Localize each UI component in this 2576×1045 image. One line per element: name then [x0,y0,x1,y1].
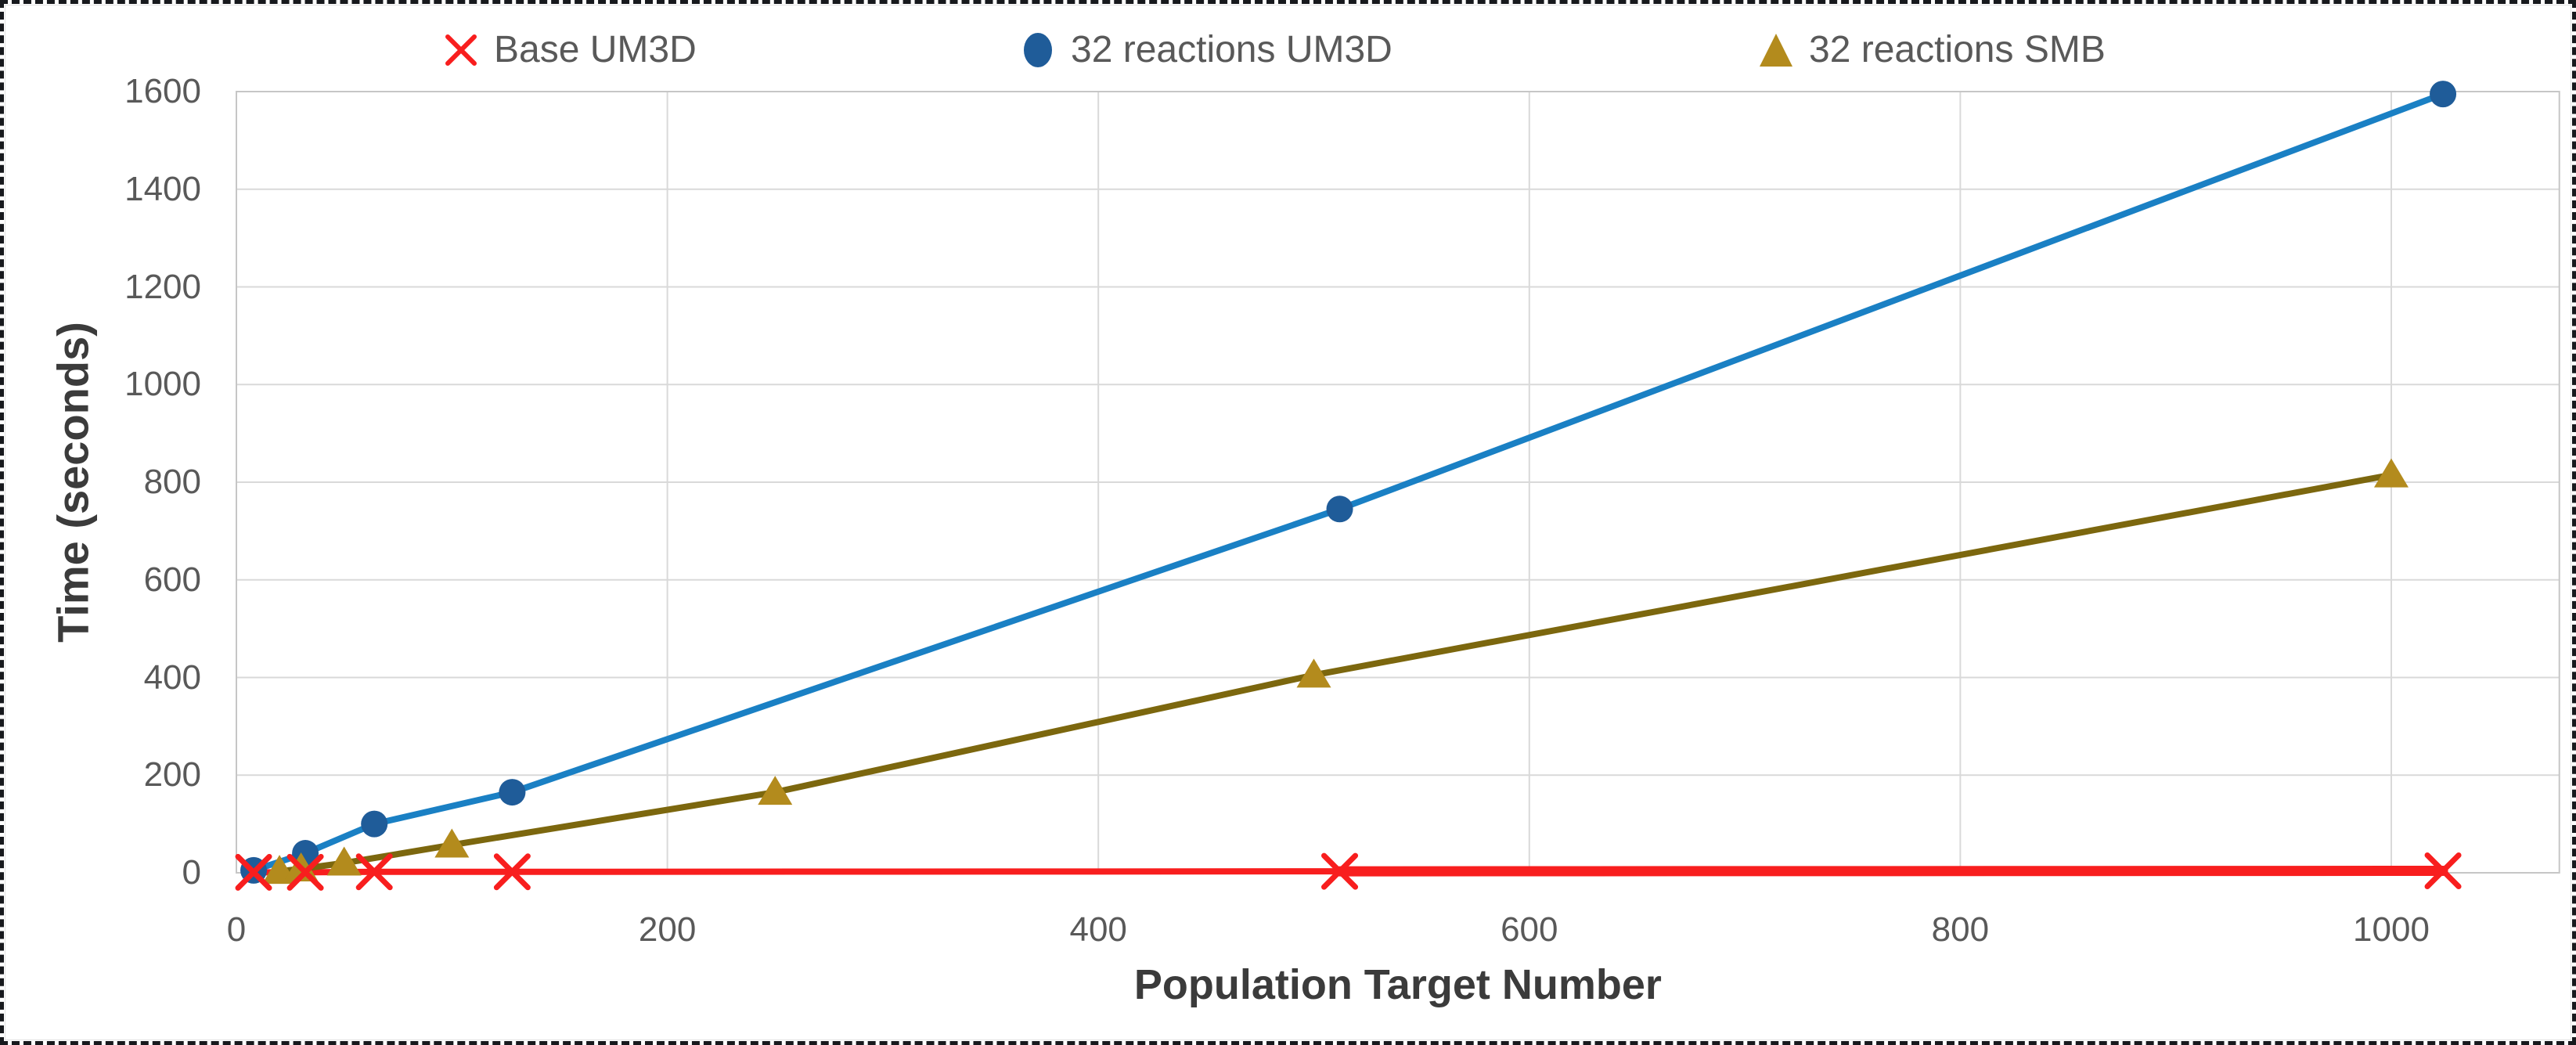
data-point-triangle [758,776,793,805]
data-point-x [355,853,393,891]
legend-marker-triangle-icon [1757,30,1795,70]
legend-label: Base UM3D [494,29,697,70]
x-tick-label-600: 600 [1501,910,1558,949]
data-point-triangle [434,828,470,858]
x-tick-label-800: 800 [1931,910,1990,949]
x-tick-label-400: 400 [1069,910,1127,949]
y-tick-label-200: 200 [143,755,201,795]
y-tick-label-1600: 1600 [124,72,201,110]
data-point-circle [499,779,526,806]
x-axis-title: Population Target Number [1133,961,1662,1008]
data-point-circle [361,810,388,838]
legend-label: 32 reactions UM3D [1071,29,1392,70]
series-line-0 [250,868,1343,876]
data-point-x [2424,852,2462,890]
legend-item-1: 32 reactions UM3D [1019,27,1392,73]
data-point-triangle [1296,658,1331,688]
legend-label: 32 reactions SMB [1809,29,2106,70]
data-point-triangle [2374,458,2408,488]
series-line-tail-0 [1335,866,2448,877]
y-axis-title: Time (seconds) [48,322,98,643]
data-point-x [493,853,531,891]
x-tick-label-200: 200 [638,910,697,949]
y-tick-label-400: 400 [143,658,201,697]
series-line-2 [276,471,2394,875]
y-tick-label-1200: 1200 [124,267,201,306]
legend-item-0: Base UM3D [442,27,697,73]
y-tick-label-1000: 1000 [124,365,201,404]
x-tick-label-1000: 1000 [2353,910,2430,949]
legend-marker-circle-icon [1019,30,1057,70]
legend-item-2: 32 reactions SMB [1757,27,2106,73]
data-point-circle [1326,495,1353,523]
data-point-triangle [326,846,362,876]
y-tick-label-800: 800 [143,463,201,501]
data-point-x [286,853,324,891]
x-tick-label-0: 0 [226,910,247,949]
data-point-circle [2430,81,2457,108]
data-point-x [1321,852,1359,890]
plot-area [235,81,2560,891]
y-tick-label-600: 600 [143,560,201,599]
data-point-x [235,853,272,891]
y-tick-label-0: 0 [182,853,201,892]
y-tick-label-1400: 1400 [124,169,201,208]
legend-marker-x-icon [442,30,480,70]
